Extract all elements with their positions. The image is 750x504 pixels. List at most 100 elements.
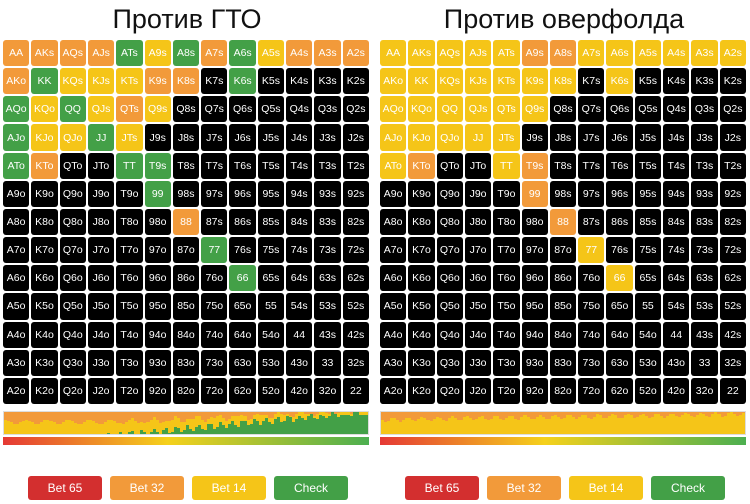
hand-cell-A4s[interactable]: A4s xyxy=(286,40,313,67)
hand-cell-84s[interactable]: 84s xyxy=(663,208,690,236)
hand-cell-96o[interactable]: 96o xyxy=(521,265,548,292)
hand-cell-33[interactable]: 33 xyxy=(691,349,718,376)
hand-cell-A6o[interactable]: A6o xyxy=(3,265,30,292)
bet-32-button[interactable]: Bet 32 xyxy=(110,476,184,500)
hand-cell-33[interactable]: 33 xyxy=(314,349,341,376)
hand-cell-A9s[interactable]: A9s xyxy=(144,40,171,67)
hand-cell-K3o[interactable]: K3o xyxy=(31,349,58,376)
hand-cell-J7o[interactable]: J7o xyxy=(464,237,492,264)
hand-cell-66[interactable]: 66 xyxy=(606,265,633,292)
hand-cell-T3s[interactable]: T3s xyxy=(691,152,718,179)
hand-cell-J8o[interactable]: J8o xyxy=(464,208,492,236)
hand-cell-Q5o[interactable]: Q5o xyxy=(436,293,463,320)
hand-cell-Q5o[interactable]: Q5o xyxy=(59,293,86,320)
hand-cell-44[interactable]: 44 xyxy=(286,321,313,348)
hand-cell-K6o[interactable]: K6o xyxy=(408,265,435,292)
hand-cell-52s[interactable]: 52s xyxy=(719,293,746,320)
hand-cell-AQs[interactable]: AQs xyxy=(436,40,463,67)
hand-cell-K5o[interactable]: K5o xyxy=(408,293,435,320)
hand-cell-K4o[interactable]: K4o xyxy=(408,321,435,348)
hand-cell-92s[interactable]: 92s xyxy=(342,180,369,207)
hand-cell-94s[interactable]: 94s xyxy=(663,180,690,207)
hand-cell-63o[interactable]: 63o xyxy=(606,349,633,376)
hand-cell-QQ[interactable]: QQ xyxy=(436,96,463,123)
hand-cell-Q8o[interactable]: Q8o xyxy=(436,208,463,236)
hand-cell-K2s[interactable]: K2s xyxy=(719,68,746,95)
hand-cell-QJo[interactable]: QJo xyxy=(436,124,463,151)
hand-cell-85s[interactable]: 85s xyxy=(257,208,285,236)
hand-cell-KQo[interactable]: KQo xyxy=(408,96,435,123)
hand-cell-A2s[interactable]: A2s xyxy=(719,40,746,67)
hand-cell-Q4s[interactable]: Q4s xyxy=(286,96,313,123)
hand-cell-K6o[interactable]: K6o xyxy=(31,265,58,292)
hand-cell-98o[interactable]: 98o xyxy=(521,208,548,236)
hand-cell-Q7o[interactable]: Q7o xyxy=(59,237,86,264)
hand-cell-JTs[interactable]: JTs xyxy=(116,124,143,151)
hand-cell-J3o[interactable]: J3o xyxy=(87,349,115,376)
hand-cell-T2o[interactable]: T2o xyxy=(116,377,143,404)
hand-cell-J3s[interactable]: J3s xyxy=(314,124,341,151)
hand-cell-73s[interactable]: 73s xyxy=(691,237,718,264)
hand-cell-Q6o[interactable]: Q6o xyxy=(436,265,463,292)
hand-cell-62o[interactable]: 62o xyxy=(229,377,256,404)
hand-cell-K4o[interactable]: K4o xyxy=(31,321,58,348)
hand-cell-72s[interactable]: 72s xyxy=(719,237,746,264)
hand-cell-32s[interactable]: 32s xyxy=(719,349,746,376)
hand-cell-43o[interactable]: 43o xyxy=(286,349,313,376)
hand-cell-82o[interactable]: 82o xyxy=(172,377,200,404)
hand-cell-52o[interactable]: 52o xyxy=(634,377,662,404)
hand-cell-76s[interactable]: 76s xyxy=(606,237,633,264)
hand-cell-KJs[interactable]: KJs xyxy=(464,68,492,95)
hand-cell-A8o[interactable]: A8o xyxy=(380,208,407,236)
hand-cell-97o[interactable]: 97o xyxy=(144,237,171,264)
hand-cell-AJo[interactable]: AJo xyxy=(3,124,30,151)
hand-cell-T4s[interactable]: T4s xyxy=(663,152,690,179)
hand-cell-Q6s[interactable]: Q6s xyxy=(606,96,633,123)
hand-cell-J8o[interactable]: J8o xyxy=(87,208,115,236)
hand-cell-K7o[interactable]: K7o xyxy=(31,237,58,264)
hand-cell-J2s[interactable]: J2s xyxy=(342,124,369,151)
hand-cell-53s[interactable]: 53s xyxy=(314,293,341,320)
hand-cell-A6o[interactable]: A6o xyxy=(380,265,407,292)
hand-cell-J7o[interactable]: J7o xyxy=(87,237,115,264)
hand-cell-J7s[interactable]: J7s xyxy=(201,124,228,151)
hand-cell-Q5s[interactable]: Q5s xyxy=(634,96,662,123)
hand-cell-T5s[interactable]: T5s xyxy=(634,152,662,179)
hand-cell-J4o[interactable]: J4o xyxy=(464,321,492,348)
hand-cell-85s[interactable]: 85s xyxy=(634,208,662,236)
hand-cell-T6s[interactable]: T6s xyxy=(606,152,633,179)
hand-cell-J9o[interactable]: J9o xyxy=(87,180,115,207)
hand-cell-73o[interactable]: 73o xyxy=(201,349,228,376)
hand-cell-ATo[interactable]: ATo xyxy=(3,152,30,179)
hand-cell-92o[interactable]: 92o xyxy=(521,377,548,404)
hand-cell-74s[interactable]: 74s xyxy=(663,237,690,264)
hand-cell-77[interactable]: 77 xyxy=(201,237,228,264)
hand-cell-KQo[interactable]: KQo xyxy=(31,96,58,123)
hand-cell-A4s[interactable]: A4s xyxy=(663,40,690,67)
hand-cell-K2o[interactable]: K2o xyxy=(408,377,435,404)
hand-cell-83o[interactable]: 83o xyxy=(549,349,577,376)
hand-cell-22[interactable]: 22 xyxy=(719,377,746,404)
hand-cell-KQs[interactable]: KQs xyxy=(436,68,463,95)
hand-cell-KJo[interactable]: KJo xyxy=(408,124,435,151)
hand-cell-97s[interactable]: 97s xyxy=(201,180,228,207)
hand-cell-A5o[interactable]: A5o xyxy=(380,293,407,320)
hand-cell-99[interactable]: 99 xyxy=(521,180,548,207)
hand-cell-Q5s[interactable]: Q5s xyxy=(257,96,285,123)
hand-cell-76o[interactable]: 76o xyxy=(201,265,228,292)
hand-cell-Q3o[interactable]: Q3o xyxy=(59,349,86,376)
hand-cell-85o[interactable]: 85o xyxy=(172,293,200,320)
hand-cell-98s[interactable]: 98s xyxy=(549,180,577,207)
hand-cell-T6s[interactable]: T6s xyxy=(229,152,256,179)
hand-cell-KTs[interactable]: KTs xyxy=(116,68,143,95)
hand-cell-97s[interactable]: 97s xyxy=(578,180,605,207)
hand-cell-54s[interactable]: 54s xyxy=(663,293,690,320)
hand-cell-Q8s[interactable]: Q8s xyxy=(172,96,200,123)
hand-cell-K8s[interactable]: K8s xyxy=(549,68,577,95)
hand-cell-JJ[interactable]: JJ xyxy=(464,124,492,151)
hand-cell-92s[interactable]: 92s xyxy=(719,180,746,207)
hand-cell-93o[interactable]: 93o xyxy=(521,349,548,376)
hand-cell-J9s[interactable]: J9s xyxy=(144,124,171,151)
hand-cell-Q9o[interactable]: Q9o xyxy=(436,180,463,207)
hand-cell-AA[interactable]: AA xyxy=(3,40,30,67)
